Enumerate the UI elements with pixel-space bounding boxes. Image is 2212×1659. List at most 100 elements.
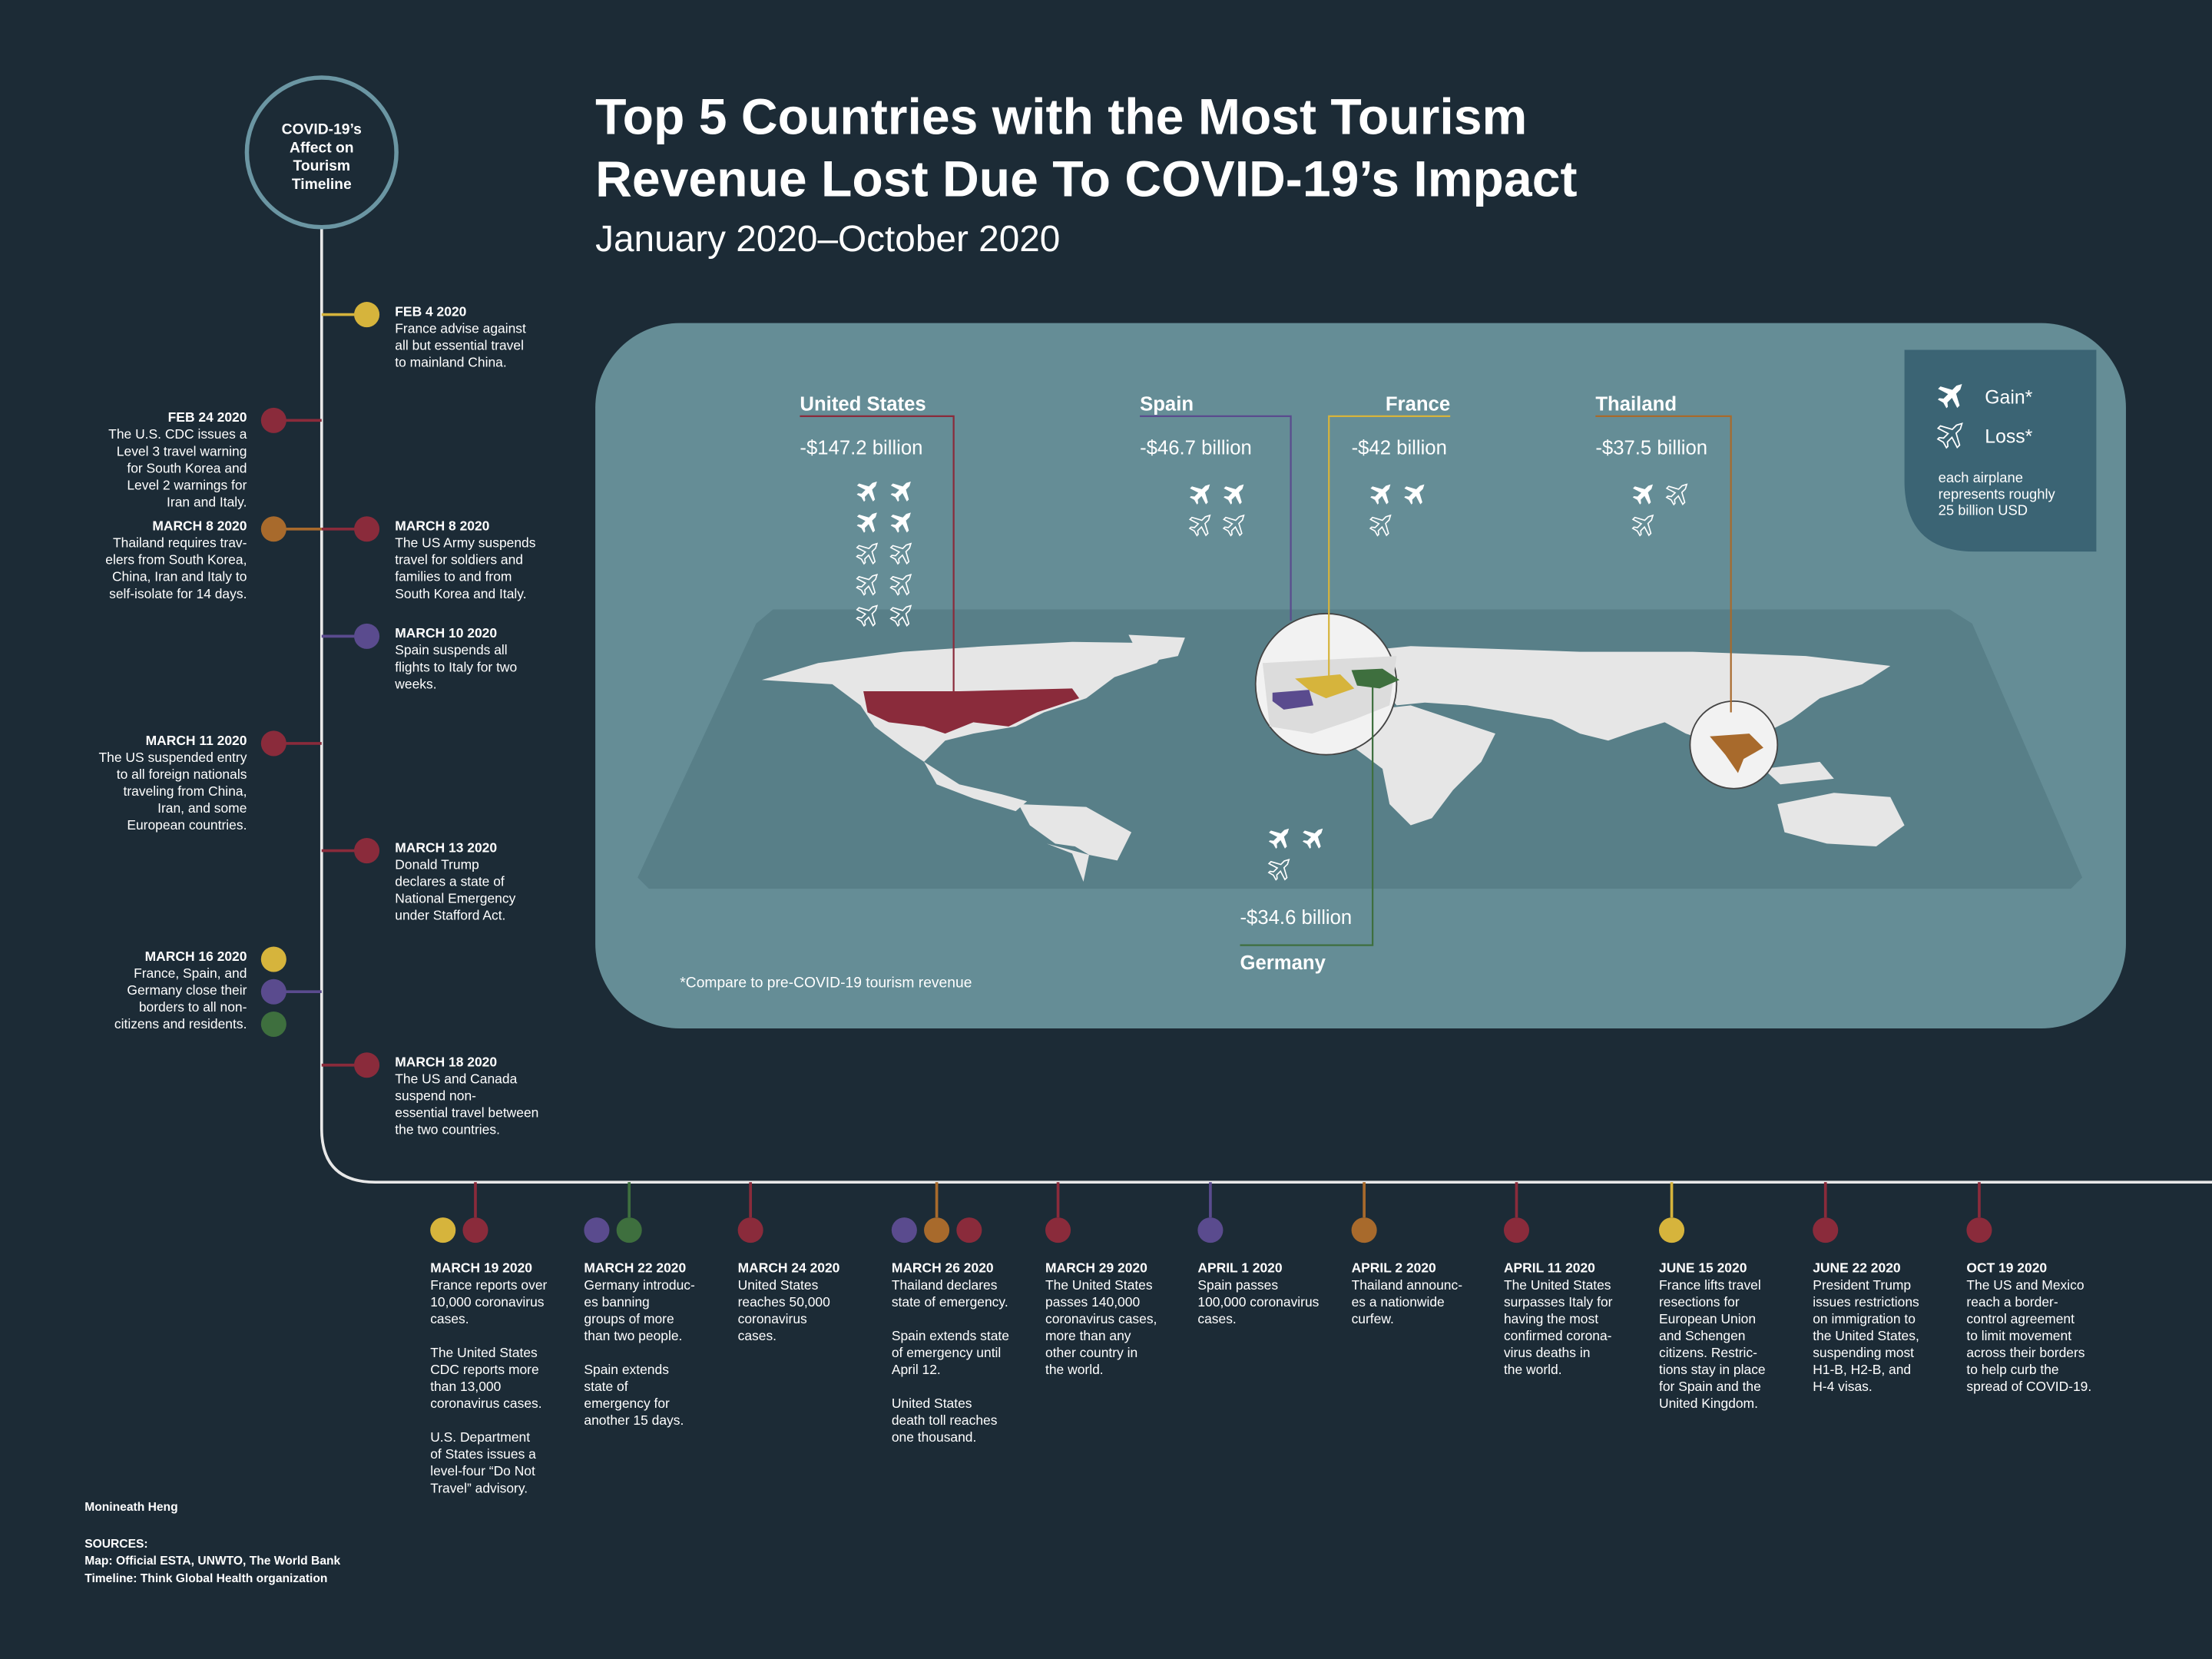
event-text: France advise against <box>395 320 526 336</box>
source-line: Map: Official ESTA, UNWTO, The World Ban… <box>84 1555 340 1568</box>
event-text: flights to Italy for two <box>395 659 517 674</box>
event-text: suspend non- <box>395 1088 476 1104</box>
timeline-dot <box>1351 1217 1377 1243</box>
event-text: groups of more <box>584 1311 674 1326</box>
title-line: Revenue Lost Due To COVID-19’s Impact <box>595 151 1577 207</box>
event-text: declares a state of <box>395 873 505 889</box>
event-date: JUNE 22 2020 <box>1813 1260 1900 1276</box>
timeline-dot <box>354 623 380 649</box>
country-revenue: -$37.5 billion <box>1595 437 1707 459</box>
event-text: citizens and residents. <box>114 1016 247 1031</box>
event-text: The United States <box>1045 1277 1153 1293</box>
event-text: surpasses Italy for <box>1504 1294 1613 1310</box>
event-date: APRIL 1 2020 <box>1197 1260 1282 1276</box>
timeline-dot <box>924 1217 950 1243</box>
timeline-dot <box>956 1217 982 1243</box>
event-text: essential travel between <box>395 1105 538 1121</box>
event-date: MARCH 19 2020 <box>430 1260 532 1276</box>
leader-line <box>800 415 955 691</box>
event-text: under Stafford Act. <box>395 908 505 923</box>
legend-note: 25 billion USD <box>1939 502 2028 518</box>
event-text: The United States <box>430 1345 538 1360</box>
timeline-dot <box>616 1217 642 1243</box>
credit-author: Monineath Heng <box>84 1501 177 1514</box>
event-text: curfew. <box>1352 1311 1394 1326</box>
legend-loss: Loss* <box>1985 427 2032 448</box>
event-text: families to and from <box>395 569 512 584</box>
event-text: resections for <box>1659 1294 1740 1310</box>
event-text: United States <box>738 1277 819 1293</box>
event-date: MARCH 13 2020 <box>395 839 497 855</box>
event-text: to mainland China. <box>395 355 506 370</box>
event-text: 100,000 coronavirus <box>1197 1294 1319 1310</box>
indonesia <box>1763 761 1834 785</box>
event-text: cases. <box>430 1311 469 1326</box>
country-revenue: -$42 billion <box>1352 437 1447 459</box>
event-text: President Trump <box>1813 1277 1911 1293</box>
event-text: April 12. <box>892 1362 941 1377</box>
badge-text: Timeline <box>292 177 352 193</box>
australia <box>1777 793 1905 847</box>
event-text: emergency for <box>584 1396 670 1411</box>
event-text: coronavirus <box>738 1311 807 1326</box>
badge-text: COVID-19’s <box>282 121 362 137</box>
event-text: the two countries. <box>395 1122 500 1137</box>
timeline-dot <box>260 1011 286 1037</box>
timeline-dot <box>260 516 286 542</box>
leader-line <box>1240 684 1374 946</box>
event-text: state of <box>584 1379 628 1394</box>
event-date: MARCH 8 2020 <box>152 518 247 534</box>
spain-highlight <box>1272 690 1313 710</box>
leader-line <box>1328 415 1451 682</box>
event-text: death toll reaches <box>892 1412 998 1428</box>
timeline-dot <box>1045 1217 1071 1243</box>
event-date: MARCH 24 2020 <box>738 1260 840 1276</box>
event-text: the United States, <box>1813 1328 1919 1343</box>
event-text: borders to all non- <box>139 999 247 1015</box>
timeline-dot <box>354 838 380 864</box>
timeline-dot <box>260 979 286 1005</box>
event-text: state of emergency. <box>892 1294 1008 1310</box>
leader-line <box>1140 415 1292 621</box>
event-text: Thailand requires trav- <box>113 535 247 551</box>
event-text: es banning <box>584 1294 649 1310</box>
title-line: Top 5 Countries with the Most Tourism <box>595 88 1527 145</box>
event-text: The U.S. CDC issues a <box>108 426 247 442</box>
event-text: passes 140,000 <box>1045 1294 1140 1310</box>
event-date: MARCH 18 2020 <box>395 1055 497 1070</box>
timeline-dot <box>462 1217 488 1243</box>
event-text: The US and Mexico <box>1966 1277 2084 1293</box>
event-text: confirmed corona- <box>1504 1328 1612 1343</box>
timeline-dot <box>584 1217 610 1243</box>
event-text: coronavirus cases, <box>1045 1311 1157 1326</box>
thailand-highlight <box>1710 733 1763 773</box>
event-text: coronavirus cases. <box>430 1396 541 1411</box>
event-text: cases. <box>738 1328 777 1343</box>
legend-note: each airplane <box>1939 469 2023 485</box>
event-date: MARCH 22 2020 <box>584 1260 686 1276</box>
country-name: France <box>1386 393 1450 415</box>
country-revenue: -$34.6 billion <box>1240 907 1352 929</box>
event-text: for Spain and the <box>1659 1379 1761 1394</box>
event-text: Spain extends state <box>892 1328 1009 1343</box>
timeline-dot <box>260 407 286 433</box>
event-text: one thousand. <box>892 1429 977 1445</box>
event-text: issues restrictions <box>1813 1294 1919 1310</box>
event-text: European Union <box>1659 1311 1756 1326</box>
timeline-dot <box>430 1217 456 1243</box>
subtitle: January 2020–October 2020 <box>595 219 1060 260</box>
event-text: China, Iran and Italy to <box>112 569 247 584</box>
event-date: APRIL 2 2020 <box>1352 1260 1436 1276</box>
event-text: Germany introduc- <box>584 1277 695 1293</box>
event-text: Level 3 travel warning <box>117 443 247 459</box>
event-text: Thailand declares <box>892 1277 998 1293</box>
event-date: APRIL 11 2020 <box>1504 1260 1595 1276</box>
event-text: U.S. Department <box>430 1429 530 1445</box>
event-text: more than any <box>1045 1328 1131 1343</box>
event-text: Travel” advisory. <box>430 1480 528 1495</box>
event-text: to help curb the <box>1966 1362 2058 1377</box>
timeline-dot <box>1503 1217 1530 1243</box>
france-highlight <box>1295 674 1355 699</box>
event-date: MARCH 11 2020 <box>146 733 247 748</box>
event-text: Iran and Italy. <box>167 494 247 509</box>
